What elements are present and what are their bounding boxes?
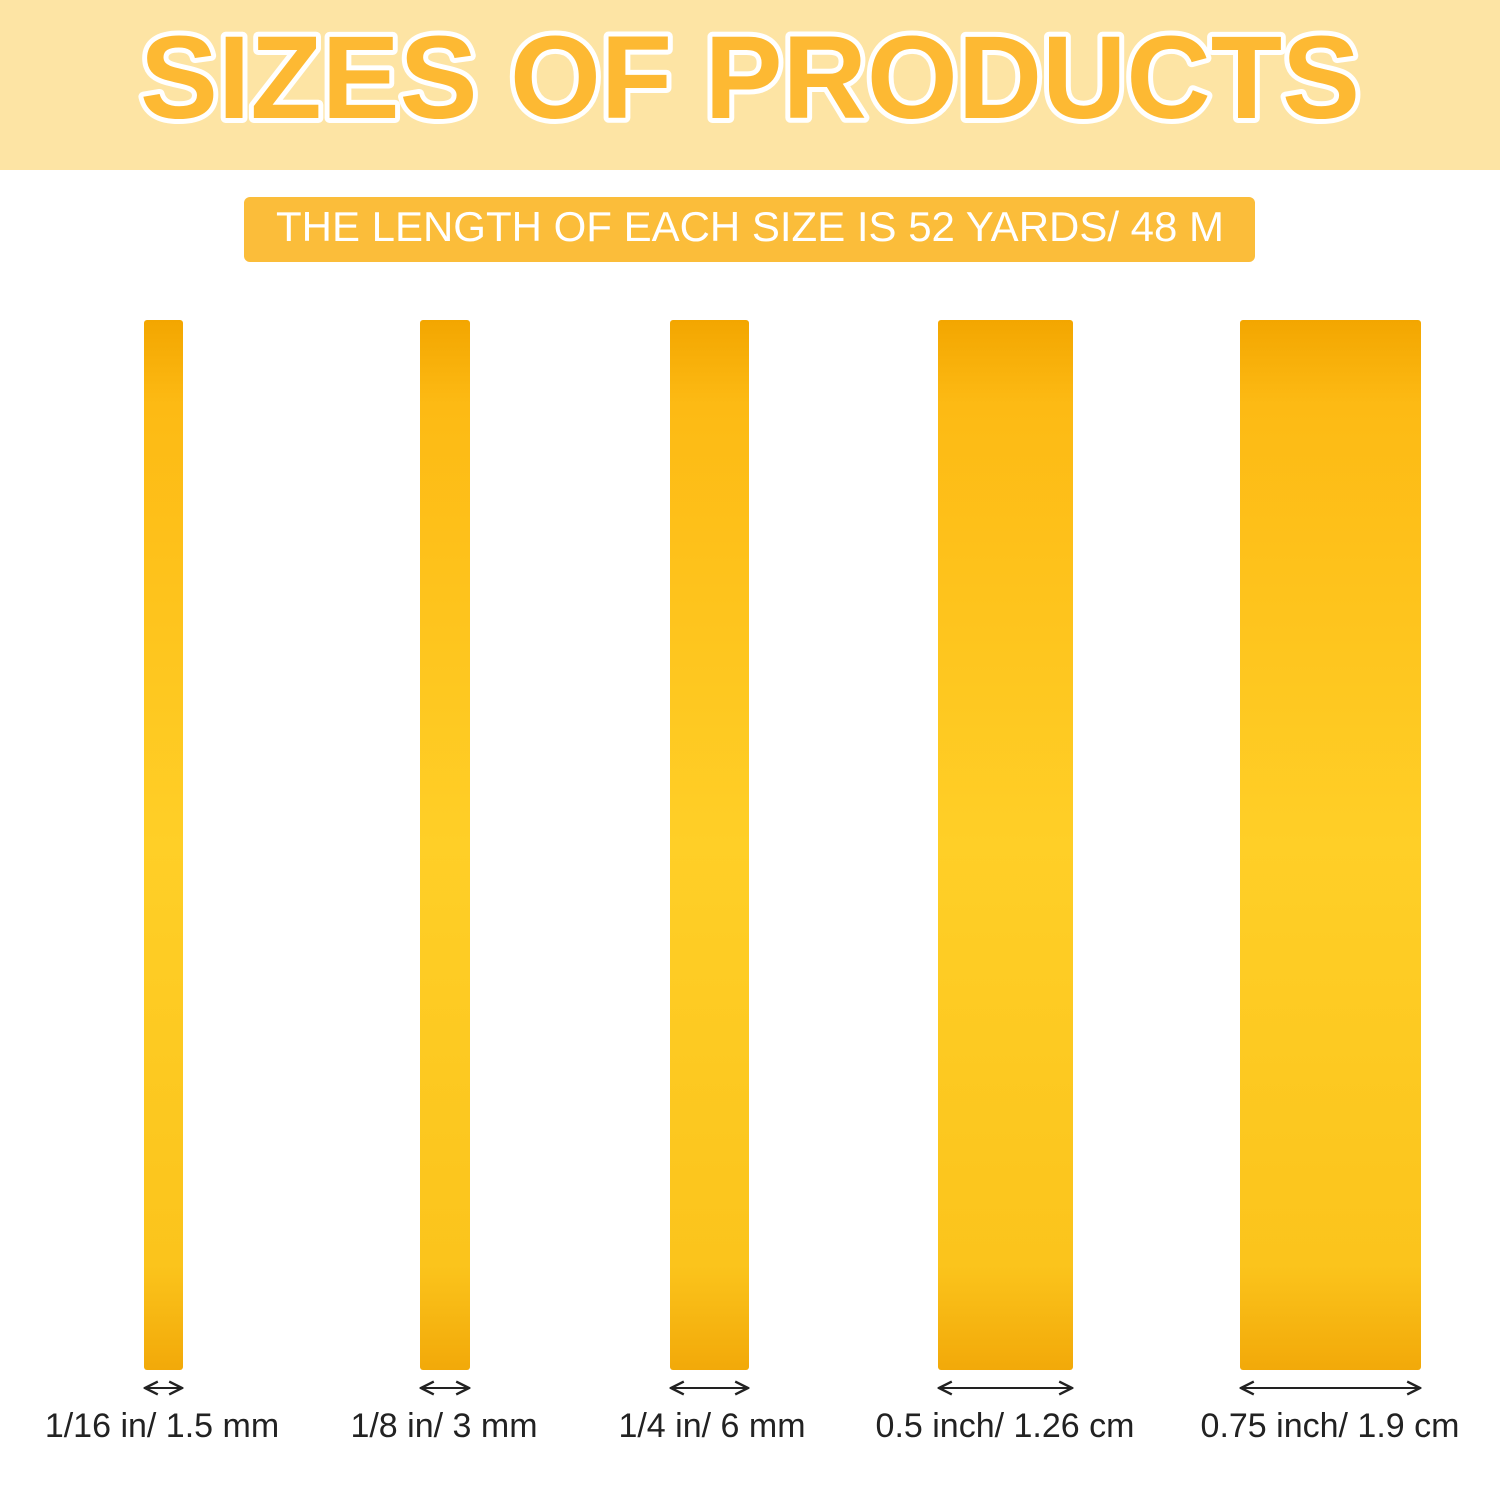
header-band [0,0,1500,170]
tape-strip [420,320,470,1370]
size-label: 0.75 inch/ 1.9 cm [1201,1407,1460,1445]
size-label: 1/4 in/ 6 mm [618,1407,805,1445]
tape-strip [670,320,749,1370]
subtitle: THE LENGTH OF EACH SIZE IS 52 YARDS/ 48 … [276,203,1224,250]
size-label: 0.5 inch/ 1.26 cm [876,1407,1135,1445]
tape-strip [938,320,1073,1370]
tape-strips: 1/16 in/ 1.5 mm 1/8 in/ 3 mm 1/4 in/ 6 mm 0… [45,320,1460,1445]
tape-strip [144,320,183,1370]
title: SIZES OF PRODUCTS [140,12,1360,144]
subtitle-pill [244,197,1255,262]
size-label: 1/8 in/ 3 mm [350,1407,537,1445]
tape-strip [1240,320,1421,1370]
size-label: 1/16 in/ 1.5 mm [45,1407,279,1445]
